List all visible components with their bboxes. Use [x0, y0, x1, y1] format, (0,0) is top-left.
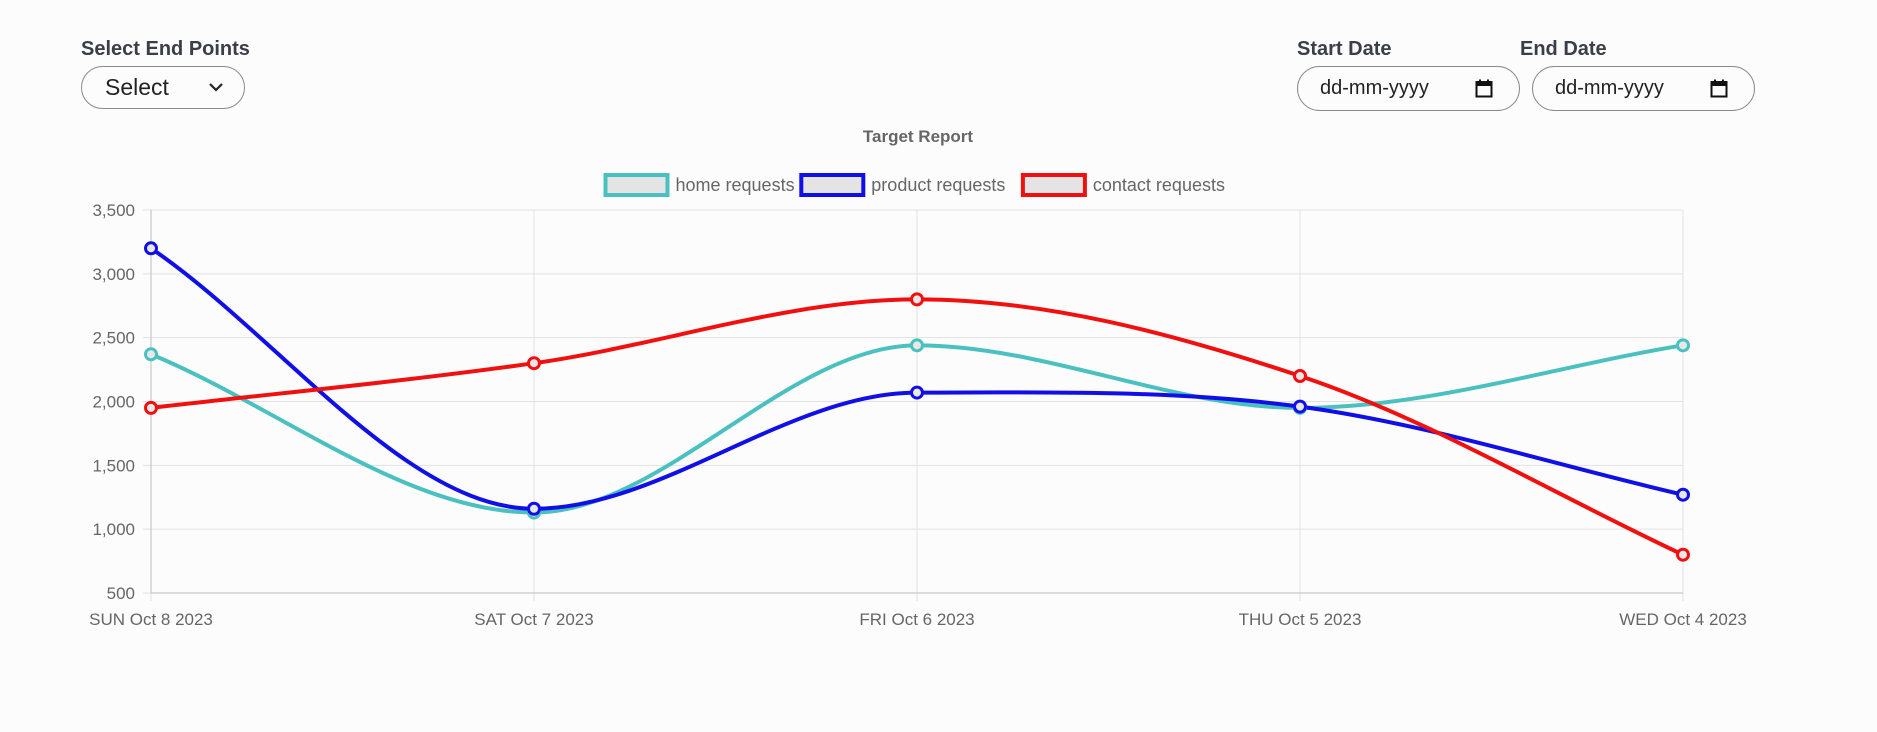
y-tick-label: 3,500 — [92, 201, 135, 220]
start-date-input[interactable]: dd-mm-yyyy — [1297, 66, 1520, 111]
legend-swatch[interactable] — [1020, 173, 1087, 197]
x-tick-label: SUN Oct 8 2023 — [89, 610, 213, 629]
data-point[interactable] — [1293, 399, 1307, 414]
y-tick-label: 2,000 — [92, 393, 135, 412]
legend-label[interactable]: product requests — [871, 175, 1005, 195]
data-point[interactable] — [1676, 487, 1690, 502]
x-tick-label: SAT Oct 7 2023 — [474, 610, 593, 629]
data-point[interactable] — [1676, 547, 1690, 562]
data-point[interactable] — [910, 385, 924, 400]
data-point[interactable] — [527, 501, 541, 516]
select-value: Select — [105, 74, 169, 100]
x-tick-label: THU Oct 5 2023 — [1239, 610, 1362, 629]
y-tick-label: 500 — [107, 584, 135, 603]
endpoints-select[interactable]: Select — [81, 66, 245, 109]
series-line-1 — [149, 246, 1684, 511]
legend-swatch[interactable] — [603, 173, 670, 197]
end-date-input[interactable]: dd-mm-yyyy — [1532, 66, 1755, 111]
legend-label[interactable]: contact requests — [1093, 175, 1225, 195]
chart-title: Target Report — [863, 127, 974, 146]
legend-label[interactable]: home requests — [676, 175, 795, 195]
end-date-label: End Date — [1520, 38, 1607, 60]
start-date-placeholder: dd-mm-yyyy — [1320, 77, 1429, 99]
legend-swatch[interactable] — [799, 173, 866, 197]
data-point[interactable] — [144, 347, 158, 362]
data-point[interactable] — [1293, 368, 1307, 383]
y-tick-label: 1,500 — [92, 456, 135, 475]
data-point[interactable] — [910, 338, 924, 353]
x-tick-label: FRI Oct 6 2023 — [859, 610, 974, 629]
data-point[interactable] — [910, 292, 924, 307]
chevron-down-icon — [209, 83, 223, 92]
x-tick-label: WED Oct 4 2023 — [1619, 610, 1747, 629]
calendar-icon[interactable] — [1475, 79, 1493, 98]
end-date-placeholder: dd-mm-yyyy — [1555, 77, 1664, 99]
data-point[interactable] — [144, 241, 158, 256]
calendar-icon[interactable] — [1710, 79, 1728, 98]
series-line-0 — [150, 343, 1684, 515]
y-tick-label: 1,000 — [92, 520, 135, 539]
data-point[interactable] — [527, 356, 541, 371]
y-tick-label: 3,000 — [92, 265, 135, 284]
start-date-label: Start Date — [1297, 38, 1392, 60]
y-tick-label: 2,500 — [92, 329, 135, 348]
endpoints-label: Select End Points — [81, 38, 250, 60]
data-point[interactable] — [144, 400, 158, 415]
data-point[interactable] — [1676, 338, 1690, 353]
